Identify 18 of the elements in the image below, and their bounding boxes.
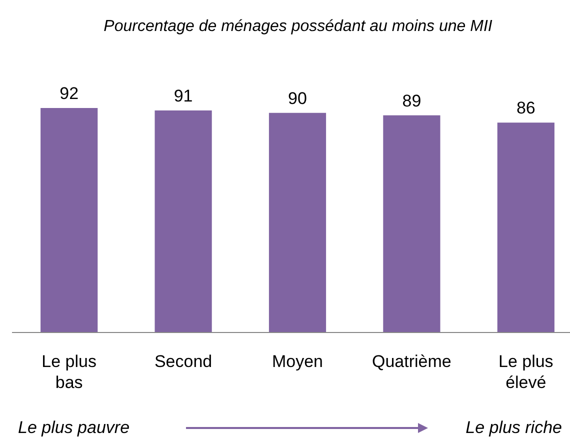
data-label: 89 [402,91,422,110]
data-label: 91 [174,86,193,106]
data-label: 86 [516,98,536,118]
bar [40,108,98,332]
bar [497,122,554,332]
x-tick-label: Quatrième [372,352,452,371]
bar [383,115,440,332]
chart-title: Pourcentage de ménages possédant au moins une MII [104,18,493,35]
data-label: 92 [60,84,79,103]
x-tick-label: Second [154,352,212,371]
x-tick-label: Le plus bas [42,352,97,392]
data-label: 90 [288,88,307,108]
bar [268,112,326,332]
bar [154,110,212,332]
text: Le plus riche [466,418,562,437]
x-tick-label: Le plus élevé [498,352,554,392]
text: Le plus pauvre [18,418,130,437]
x-tick-label: Moyen [272,352,324,371]
